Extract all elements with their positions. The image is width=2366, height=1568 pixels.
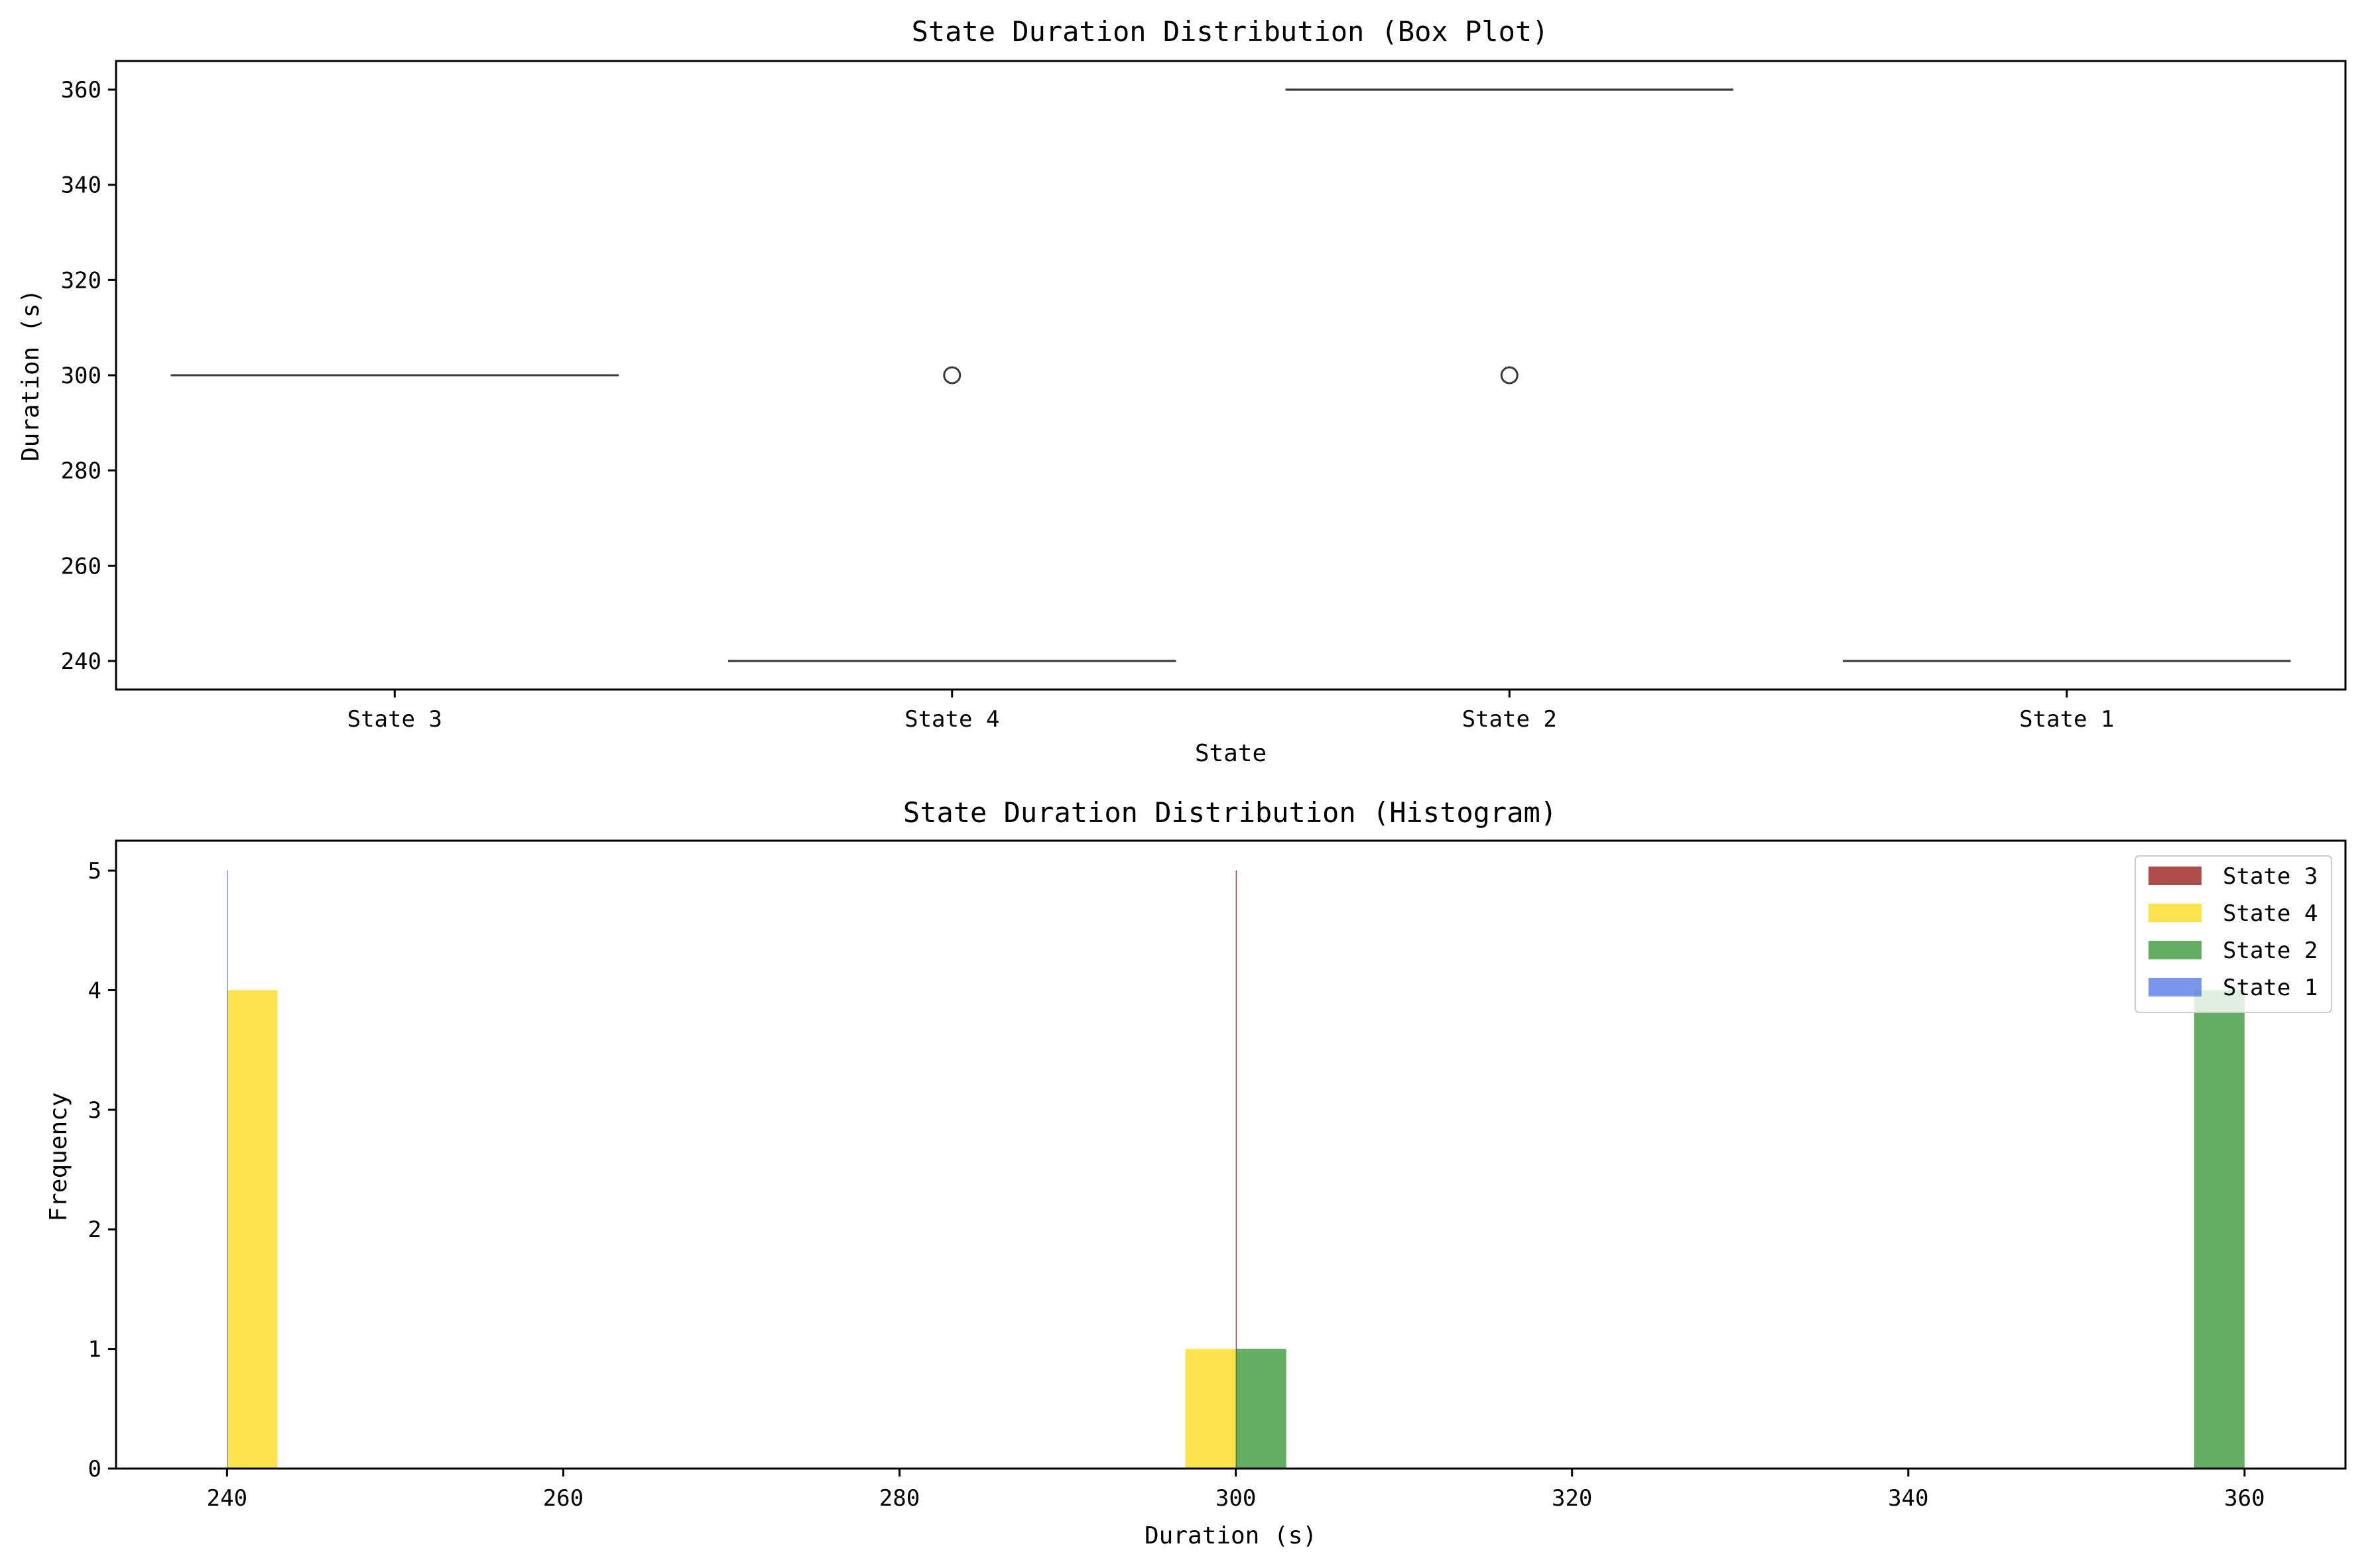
histogram-bar [1185, 1349, 1236, 1469]
histogram-y-tick-label: 1 [88, 1337, 101, 1363]
histogram-title: State Duration Distribution (Histogram) [903, 796, 1557, 829]
histogram-y-tick-label: 0 [88, 1456, 101, 1482]
histogram-x-tick-label: 240 [207, 1485, 247, 1512]
histogram-x-tick-label: 360 [2224, 1485, 2265, 1512]
box-plot-title: State Duration Distribution (Box Plot) [912, 15, 1549, 48]
box-plot-panel: State Duration Distribution (Box Plot) 2… [17, 15, 2347, 767]
histogram-legend-frame [2135, 855, 2332, 1013]
histogram-legend-swatch [2148, 904, 2202, 922]
histogram-legend-label: State 1 [2223, 975, 2318, 1001]
box-plot-x-ticks: State 3 State 4 State 2 State 1 [347, 690, 2114, 733]
box-plot-y-tick-label: 240 [61, 648, 101, 675]
box-plot-x-tick-label: State 4 [904, 706, 999, 733]
box-plot-y-axis-label: Duration (s) [17, 289, 44, 461]
box-plot-y-tick-label: 280 [61, 458, 101, 485]
histogram-y-ticks: 0 1 2 3 4 5 [88, 858, 116, 1482]
histogram-x-tick-label: 280 [879, 1485, 920, 1512]
box-plot-outlier-point [943, 366, 962, 385]
histogram-marks [227, 871, 2245, 1469]
histogram-legend-label: State 3 [2223, 863, 2318, 890]
histogram-x-tick-label: 340 [1888, 1485, 1928, 1512]
histogram-y-tick-label: 2 [88, 1217, 101, 1243]
histogram-bar [1235, 871, 1237, 1469]
histogram-x-tick-label: 260 [543, 1485, 584, 1512]
histogram-legend: State 3 State 4 State 2 State 1 [2135, 855, 2332, 1013]
box-plot-y-tick-label: 260 [61, 553, 101, 579]
histogram-y-tick-label: 4 [88, 977, 101, 1004]
histogram-legend-label: State 4 [2223, 900, 2318, 927]
histogram-legend-label: State 2 [2223, 937, 2318, 964]
histogram-bar [227, 990, 278, 1469]
box-plot-y-ticks: 240 260 280 300 320 340 360 [61, 77, 116, 675]
histogram-x-axis-label: Duration (s) [1145, 1522, 1317, 1549]
box-plot-marks [170, 88, 2291, 662]
histogram-legend-swatch [2148, 978, 2202, 996]
box-plot-x-tick-label: State 1 [2019, 706, 2114, 733]
box-plot-x-axis-label: State [1195, 740, 1267, 767]
histogram-bar [1235, 1349, 1286, 1469]
box-plot-y-tick-label: 300 [61, 363, 101, 389]
histogram-legend-swatch [2148, 941, 2202, 959]
histogram-axes-frame [115, 839, 2347, 1470]
histogram-y-tick-label: 3 [88, 1097, 101, 1124]
box-plot-y-tick-label: 360 [61, 77, 101, 103]
histogram-panel: State Duration Distribution (Histogram) … [45, 796, 2347, 1549]
histogram-x-ticks: 240 260 280 300 320 340 360 [207, 1469, 2265, 1512]
histogram-bar [227, 871, 228, 1469]
box-plot-y-tick-label: 340 [61, 172, 101, 199]
histogram-legend-swatch [2148, 867, 2202, 885]
box-plot-y-tick-label: 320 [61, 267, 101, 294]
box-plot-x-tick-label: State 3 [347, 706, 442, 733]
box-plot-outlier-point [1500, 366, 1519, 385]
histogram-x-tick-label: 300 [1215, 1485, 1256, 1512]
histogram-bar [2194, 990, 2245, 1469]
histogram-x-tick-label: 320 [1552, 1485, 1592, 1512]
histogram-y-tick-label: 5 [88, 858, 101, 884]
histogram-y-axis-label: Frequency [45, 1092, 72, 1221]
box-plot-x-tick-label: State 2 [1462, 706, 1557, 733]
